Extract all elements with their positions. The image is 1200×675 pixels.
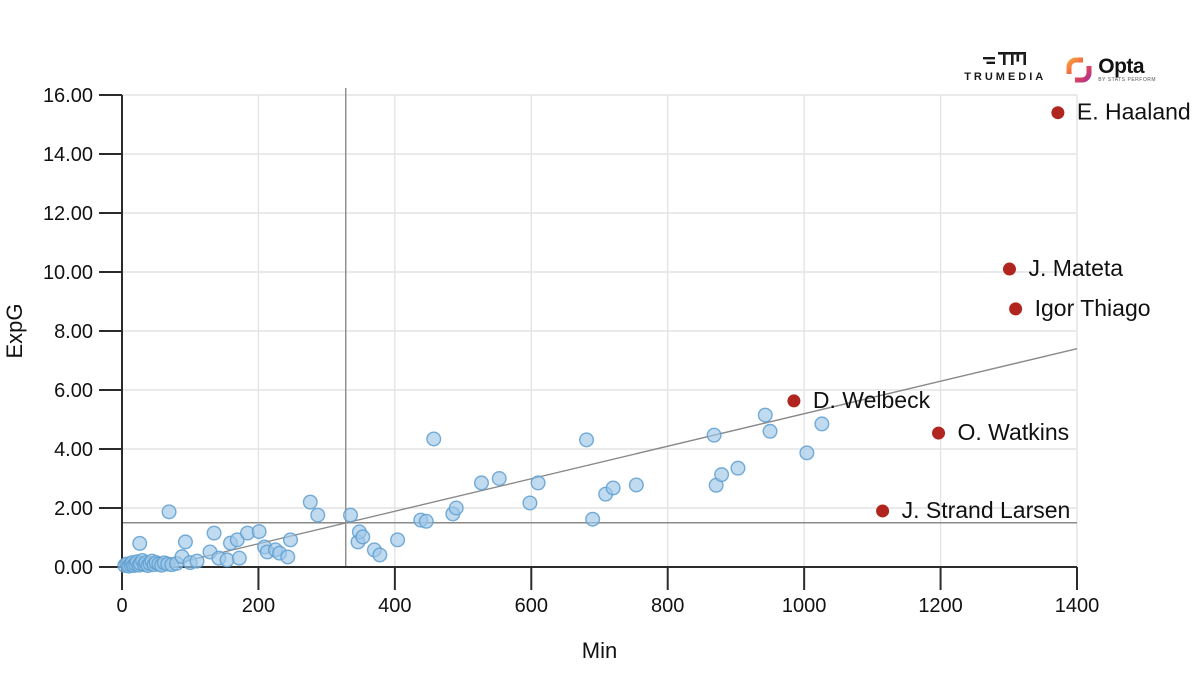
branding: TRUMEDIA Opta BY STATS PERFORM — [964, 50, 1156, 83]
trend-line — [160, 348, 1078, 568]
data-point[interactable] — [282, 532, 298, 548]
x-tick-label: 200 — [242, 595, 275, 617]
y-tick-label: 4.00 — [54, 439, 93, 461]
data-point[interactable] — [473, 475, 489, 491]
opta-wordmark: Opta — [1098, 55, 1145, 78]
data-point[interactable] — [730, 460, 746, 476]
data-point[interactable] — [585, 511, 601, 527]
opta-subtext: BY STATS PERFORM — [1098, 77, 1156, 83]
data-point[interactable] — [343, 507, 359, 523]
opta-icon — [1066, 56, 1093, 83]
data-point[interactable] — [280, 549, 296, 565]
labeled-data-point[interactable] — [1009, 302, 1023, 316]
x-tick-label: 1400 — [1055, 595, 1100, 617]
data-point[interactable] — [579, 432, 595, 448]
y-tick-label: 2.00 — [54, 498, 93, 520]
labeled-data-point[interactable] — [787, 394, 801, 408]
data-point[interactable] — [491, 471, 507, 487]
y-tick-label: 8.00 — [54, 321, 93, 343]
data-point[interactable] — [390, 532, 406, 548]
opta-logo: Opta BY STATS PERFORM — [1066, 56, 1156, 83]
labeled-data-point[interactable] — [876, 504, 890, 518]
trumedia-wordmark: TRUMEDIA — [964, 71, 1047, 83]
data-point[interactable] — [161, 504, 177, 520]
y-tick-label: 12.00 — [43, 203, 93, 225]
data-point[interactable] — [206, 525, 222, 541]
x-tick-label: 600 — [515, 595, 548, 617]
data-point[interactable] — [522, 495, 538, 511]
labeled-data-point[interactable] — [1002, 262, 1016, 276]
data-point[interactable] — [251, 524, 267, 540]
point-label: E. Haaland — [1077, 99, 1191, 125]
y-axis-title: ExpG — [2, 303, 27, 358]
point-label: Igor Thiago — [1035, 295, 1151, 321]
data-point[interactable] — [177, 534, 193, 550]
point-label: J. Mateta — [1028, 255, 1123, 281]
x-tick-label: 400 — [378, 595, 411, 617]
y-tick-label: 10.00 — [43, 262, 93, 284]
data-point[interactable] — [310, 507, 326, 523]
data-point[interactable] — [605, 480, 621, 496]
data-point[interactable] — [530, 475, 546, 491]
data-point[interactable] — [418, 513, 434, 529]
data-point[interactable] — [219, 552, 235, 568]
trumedia-icon — [983, 52, 1027, 65]
data-point[interactable] — [814, 416, 830, 432]
point-label: O. Watkins — [958, 419, 1070, 445]
labeled-data-point[interactable] — [932, 426, 946, 440]
data-point[interactable] — [628, 477, 644, 493]
data-point[interactable] — [762, 423, 778, 439]
data-point[interactable] — [229, 532, 245, 548]
x-tick-label: 800 — [651, 595, 684, 617]
labeled-data-point[interactable] — [1051, 106, 1065, 120]
y-tick-label: 16.00 — [43, 85, 93, 107]
x-tick-label: 0 — [116, 595, 127, 617]
data-point[interactable] — [189, 553, 205, 569]
data-point[interactable] — [355, 529, 371, 545]
data-point[interactable] — [714, 467, 730, 483]
y-tick-label: 14.00 — [43, 144, 93, 166]
y-tick-label: 6.00 — [54, 380, 93, 402]
x-axis-title: Min — [582, 638, 617, 663]
x-tick-label: 1000 — [782, 595, 827, 617]
data-point[interactable] — [799, 445, 815, 461]
point-label: D. Welbeck — [813, 387, 931, 413]
data-point[interactable] — [757, 407, 773, 423]
data-point[interactable] — [706, 427, 722, 443]
trumedia-logo: TRUMEDIA — [964, 50, 1046, 83]
x-tick-label: 1200 — [918, 595, 963, 617]
data-point[interactable] — [231, 550, 247, 566]
data-point[interactable] — [372, 547, 388, 563]
y-tick-label: 0.00 — [54, 557, 93, 579]
data-point[interactable] — [448, 500, 464, 516]
data-point[interactable] — [302, 494, 318, 510]
data-point[interactable] — [426, 431, 442, 447]
point-label: J. Strand Larsen — [902, 497, 1071, 523]
data-point[interactable] — [132, 535, 148, 551]
